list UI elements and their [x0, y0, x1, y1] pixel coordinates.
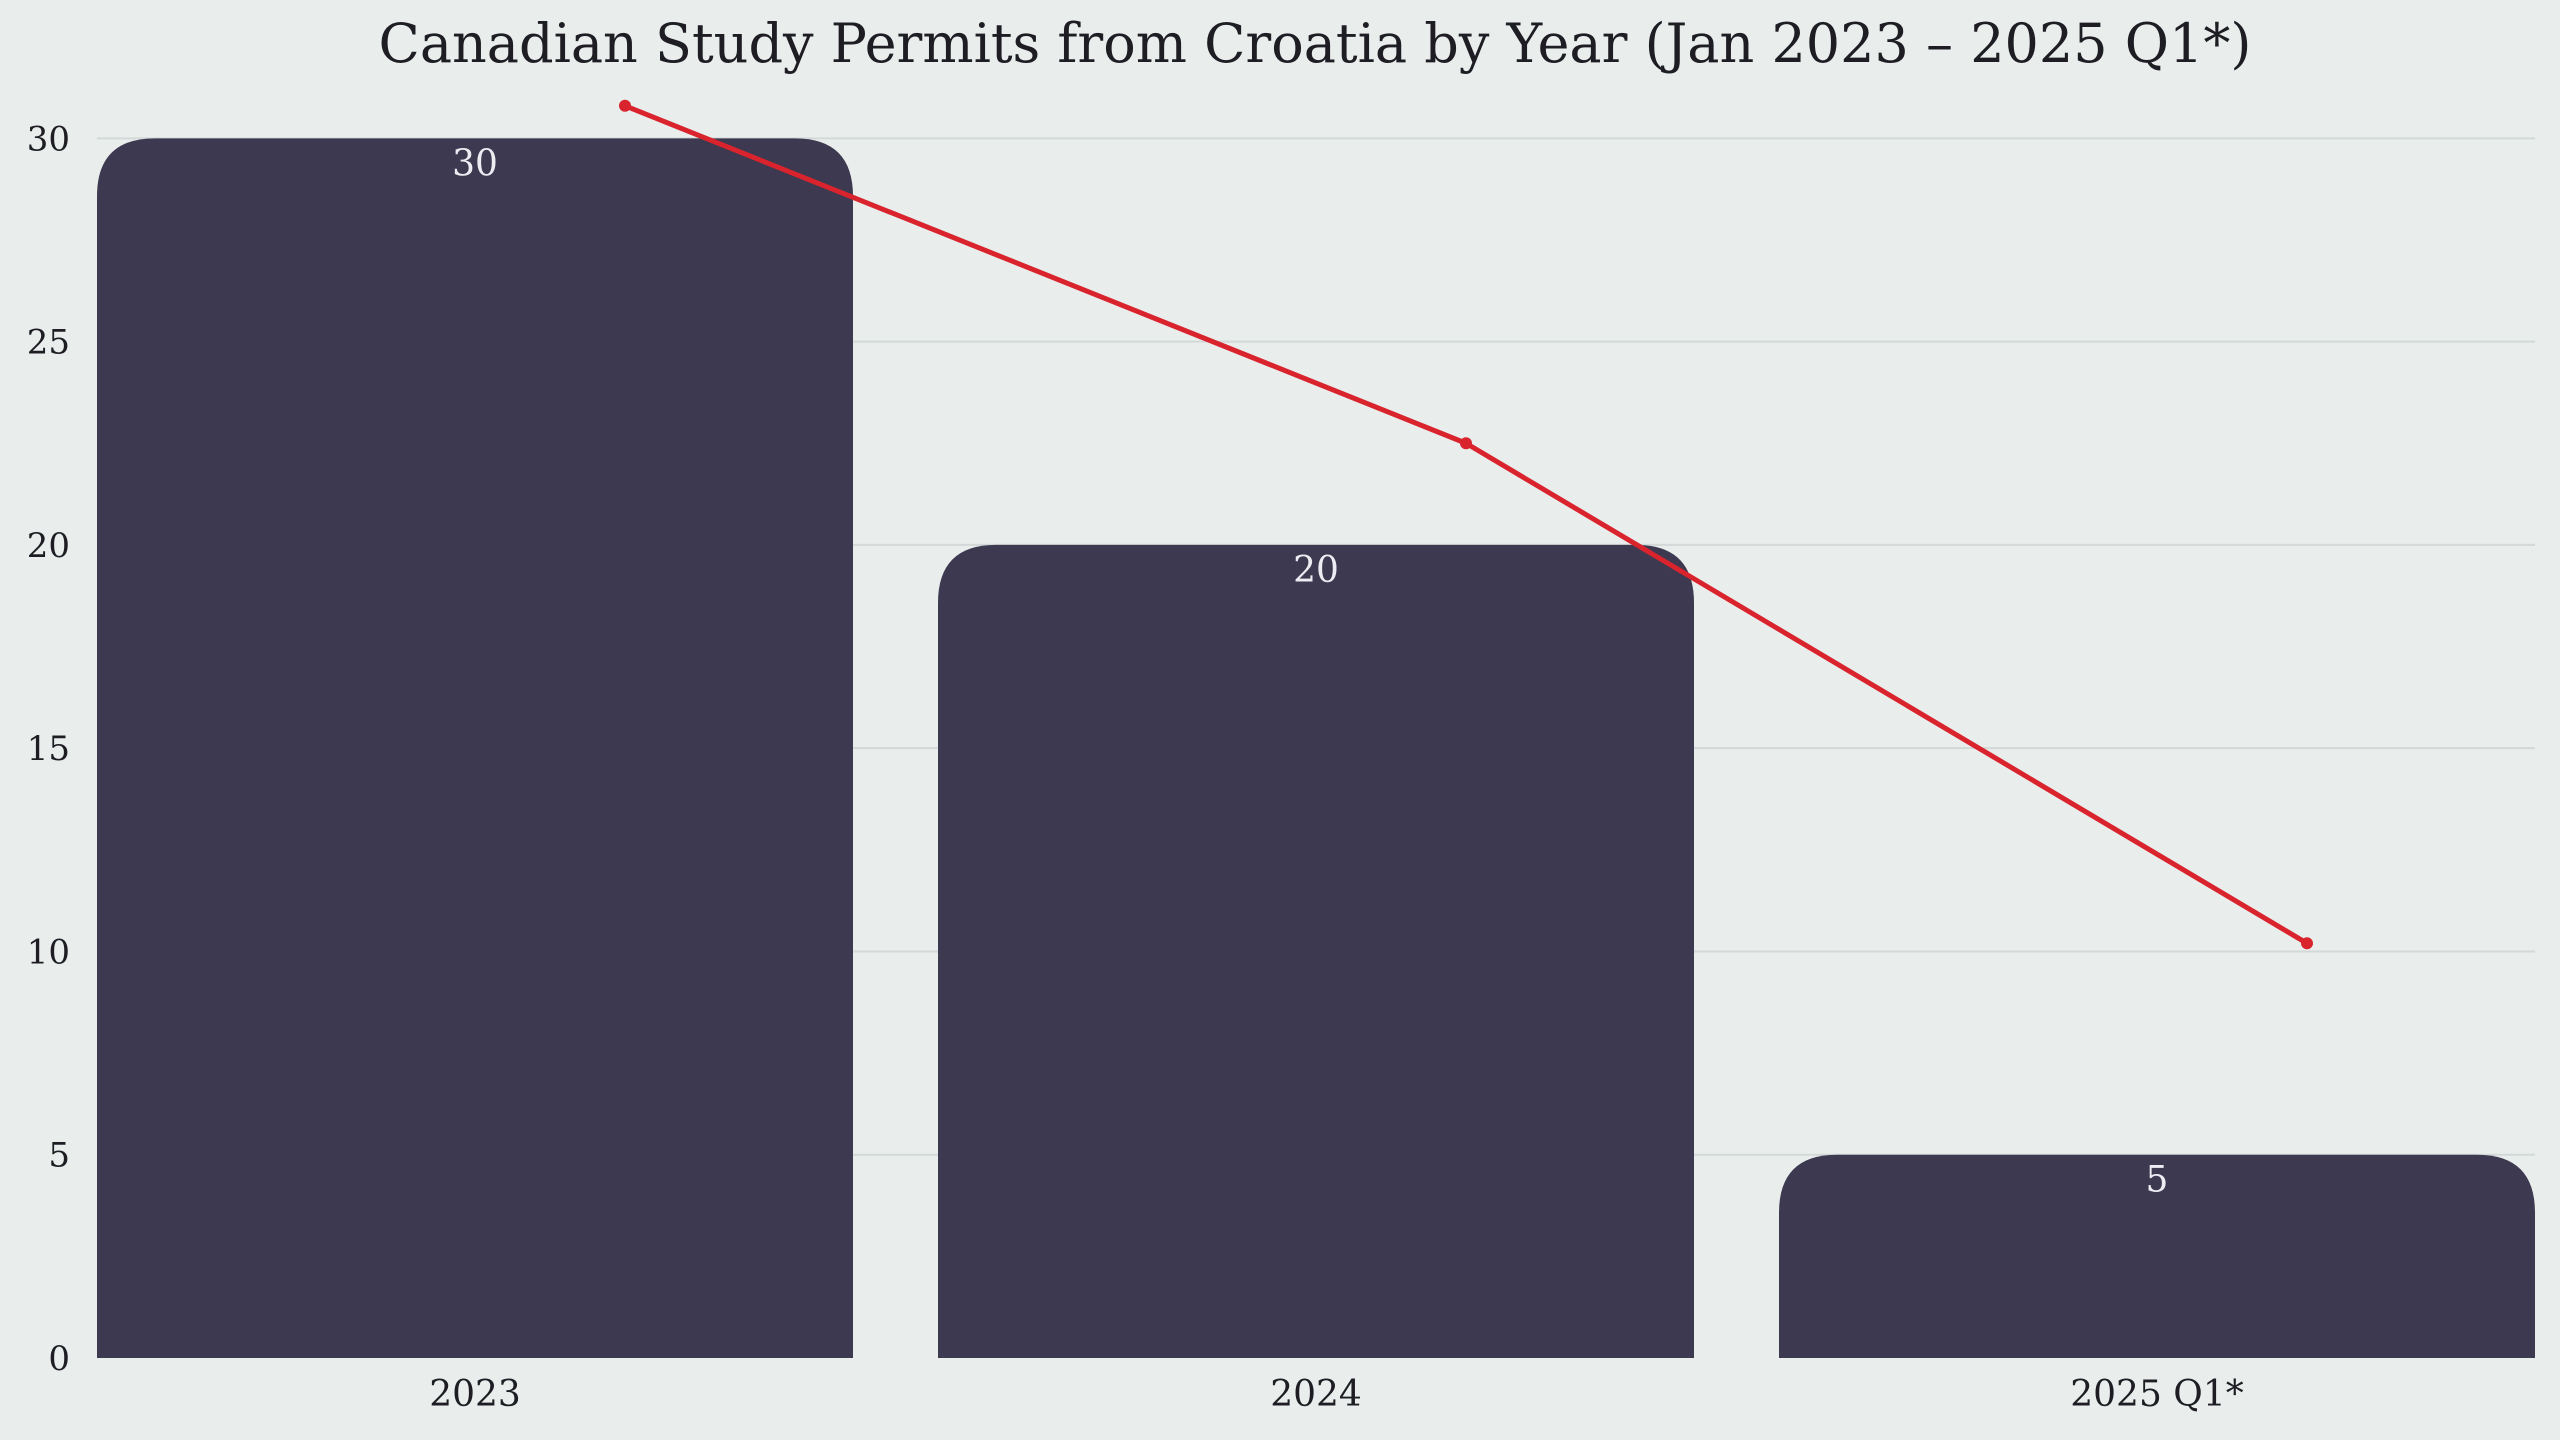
y-tick-label: 10	[27, 932, 70, 972]
trend-point	[1460, 437, 1472, 450]
data-label: 30	[452, 143, 498, 184]
bar-2025 Q1*	[1779, 1154, 2535, 1358]
trend-line-group	[619, 99, 2313, 950]
y-tick-label: 25	[27, 323, 70, 363]
bar-2024	[938, 544, 1694, 1358]
bars	[97, 138, 2535, 1358]
y-axis: 0 5 10 15 20 25 30	[27, 119, 70, 1379]
x-tick-label: 2025 Q1*	[2070, 1374, 2243, 1415]
x-tick-label: 2024	[1270, 1374, 1362, 1415]
trend-point	[2301, 937, 2313, 950]
x-axis: 2023 2024 2025 Q1*	[429, 1374, 2244, 1415]
y-tick-label: 20	[27, 526, 70, 566]
data-labels: 30 20 5	[452, 143, 2168, 1200]
y-tick-label: 30	[27, 119, 70, 159]
data-label: 20	[1293, 550, 1339, 591]
y-tick-label: 0	[48, 1339, 70, 1379]
x-tick-label: 2023	[429, 1374, 521, 1415]
y-tick-label: 5	[48, 1136, 70, 1176]
bar-2023	[97, 138, 853, 1358]
y-tick-label: 15	[27, 729, 70, 769]
chart-title: Canadian Study Permits from Croatia by Y…	[379, 12, 2252, 75]
trend-point	[619, 99, 631, 112]
data-label: 5	[2146, 1160, 2169, 1201]
